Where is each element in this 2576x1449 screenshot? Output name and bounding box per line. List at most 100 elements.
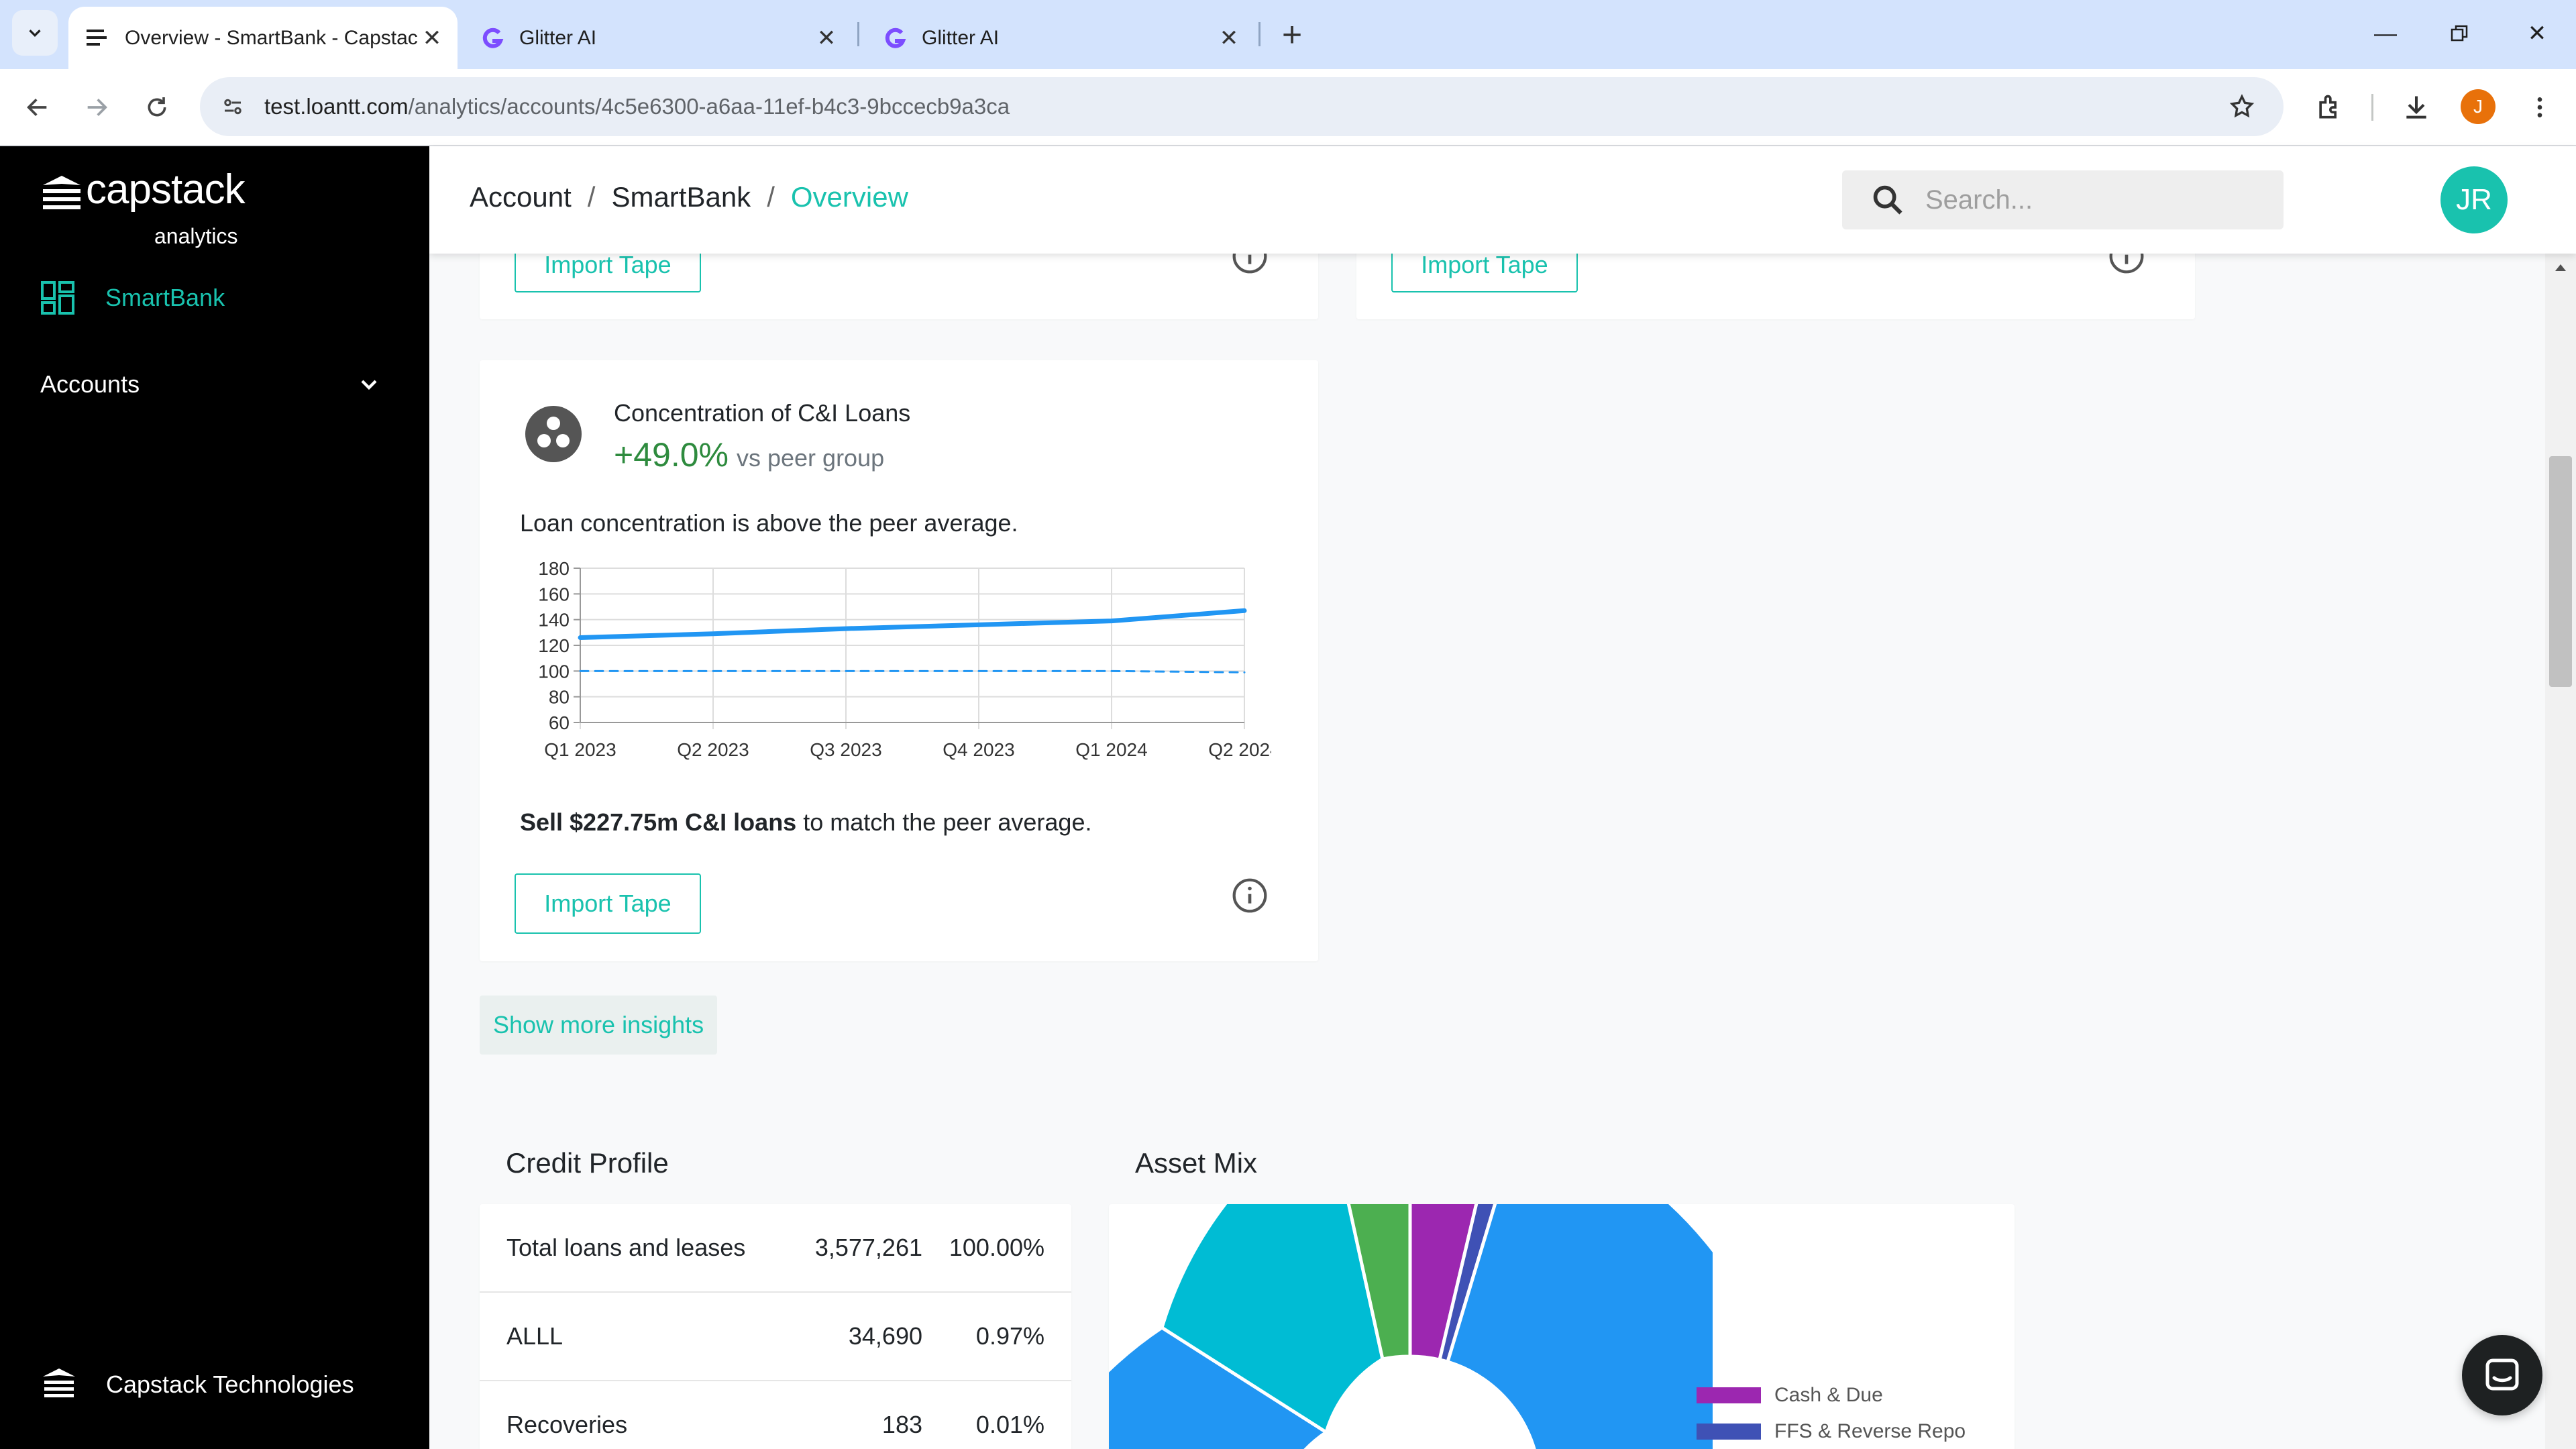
x-tick-label: Q1 2024 [1075,739,1147,760]
credit-profile-title: Credit Profile [506,1147,669,1179]
close-icon[interactable]: ✕ [816,25,837,51]
insight-value: +49.0% vs peer group [614,435,884,474]
row-label: Recoveries [506,1411,628,1438]
profile-avatar[interactable]: J [2461,89,2496,124]
tab-title: Glitter AI [922,26,1000,49]
footer-label: Capstack Technologies [106,1371,354,1398]
chat-icon [2485,1358,2519,1391]
asset-mix-donut [1109,1204,1713,1449]
insight-change: +49.0% [614,436,729,474]
tab-glitter-2[interactable]: Glitter AI ✕ [865,7,1254,69]
table-row: ALLL 34,690 0.97% [480,1293,1071,1381]
legend-item-ffs[interactable]: FFS & Reverse Repo [1697,1420,1966,1443]
new-tab-icon[interactable]: + [1281,15,1303,54]
y-tick-label: 80 [549,687,570,708]
table-row: Recoveries 183 0.01% [480,1381,1071,1449]
row-percent: 0.01% [975,1411,1044,1438]
tab-overview[interactable]: Overview - SmartBank - Capstack ✕ [68,7,458,69]
legend-swatch [1697,1387,1761,1403]
more-menu-icon[interactable] [2518,86,2561,129]
x-tick-label: Q3 2023 [810,739,881,760]
donut-slice-green[interactable] [1328,1204,1412,1361]
chevron-down-icon [29,30,41,38]
toolbar-divider [2371,94,2373,121]
asset-mix-title: Asset Mix [1135,1147,1258,1179]
donut-slice-cyan[interactable] [1160,1204,1385,1435]
tab-separator [1258,22,1260,46]
y-tick-label: 100 [538,661,570,682]
sidebar-item-label: SmartBank [105,284,225,311]
breadcrumb-separator: / [587,181,596,213]
row-value: 183 [881,1411,922,1438]
tab-separator [857,22,859,46]
page-scrollbar[interactable] [2545,254,2576,1449]
breadcrumb: Account / SmartBank / Overview [470,181,908,213]
import-tape-button[interactable]: Import Tape [515,873,701,934]
legend-label: FFS & Reverse Repo [1774,1420,1966,1442]
site-info-icon[interactable] [213,87,252,126]
scrollbar-thumb[interactable] [2549,456,2572,687]
search-input[interactable] [1925,184,2261,215]
row-label: Total loans and leases [506,1234,746,1261]
scroll-up-icon[interactable] [2553,260,2568,275]
sidebar-footer[interactable]: Capstack Technologies [40,1367,354,1402]
x-tick-label: Q4 2023 [943,739,1014,760]
donut-slice-cash[interactable] [1408,1204,1498,1362]
breadcrumb-separator: / [767,181,775,213]
asset-mix-card: Cash & Due FFS & Reverse Repo [1109,1204,2015,1449]
action-rest: to match the peer average. [796,808,1092,836]
window-close-icon[interactable]: ✕ [2527,21,2547,46]
breadcrumb-smartbank[interactable]: SmartBank [611,181,751,213]
row-label: ALLL [506,1322,564,1350]
row-value: 34,690 [848,1322,922,1350]
brand-name: capstack [86,166,246,213]
y-tick-label: 60 [549,712,570,733]
capstack-favicon-icon [85,25,111,52]
url-path: /analytics/accounts/4c5e6300-a6aa-11ef-b… [408,94,1010,119]
insight-title: Concentration of C&I Loans [614,399,911,427]
peer-average-line [579,669,1246,674]
insight-card-ci-loans: Concentration of C&I Loans +49.0% vs peer… [480,360,1318,961]
chat-launcher-button[interactable] [2462,1335,2542,1415]
brand-logo[interactable]: capstack analytics [40,166,246,247]
back-icon[interactable] [16,86,59,129]
capstack-logo-icon [43,176,80,209]
donut-slice-blue[interactable] [1445,1204,1713,1449]
capstack-logo-icon [43,1368,75,1397]
dashboard-icon [41,281,74,315]
y-tick-label: 120 [538,635,570,656]
search-box[interactable] [1842,170,2284,229]
legend-label: Cash & Due [1774,1384,1883,1406]
breadcrumb-account[interactable]: Account [470,181,572,213]
tab-search-button[interactable] [12,10,58,56]
legend-item-cash[interactable]: Cash & Due [1697,1384,1883,1407]
search-icon [1873,185,1902,215]
show-more-insights-button[interactable]: Show more insights [480,996,718,1055]
y-tick-label: 140 [538,610,570,631]
close-icon[interactable]: ✕ [1219,25,1239,51]
sidebar-item-accounts[interactable]: Accounts [40,370,382,398]
user-avatar[interactable]: JR [2440,166,2508,233]
restore-icon[interactable] [2439,15,2479,52]
sidebar-item-smartbank[interactable]: SmartBank [40,280,225,315]
tab-title: Glitter AI [519,26,597,49]
address-bar[interactable]: test.loantt.com/analytics/accounts/4c5e6… [200,77,2284,136]
info-icon[interactable] [1231,877,1269,914]
y-tick-label: 180 [538,558,570,579]
download-icon[interactable] [2395,86,2438,129]
reload-icon[interactable] [136,86,178,129]
extensions-icon[interactable] [2308,86,2351,129]
tab-glitter-1[interactable]: Glitter AI ✕ [463,7,852,69]
x-tick-label: Q1 2023 [544,739,616,760]
minimize-icon[interactable]: — [2374,20,2397,46]
bookmark-star-icon[interactable] [2224,89,2259,124]
close-icon[interactable]: ✕ [422,25,442,51]
donut-slice-blue-left[interactable] [1109,1326,1330,1449]
forward-icon[interactable] [75,86,118,129]
x-tick-label: Q2 2023 [677,739,749,760]
app-header: Account / SmartBank / Overview JR [429,146,2576,254]
concentration-line-chart: 60 80 100 120 140 160 180 Q1 2023 Q2 2023 Q3 2023… [538,558,1271,760]
sidebar-item-label: Accounts [40,370,140,398]
insight-vs-label: vs peer group [736,444,885,472]
browser-toolbar: test.loantt.com/analytics/accounts/4c5e6… [0,69,2576,146]
